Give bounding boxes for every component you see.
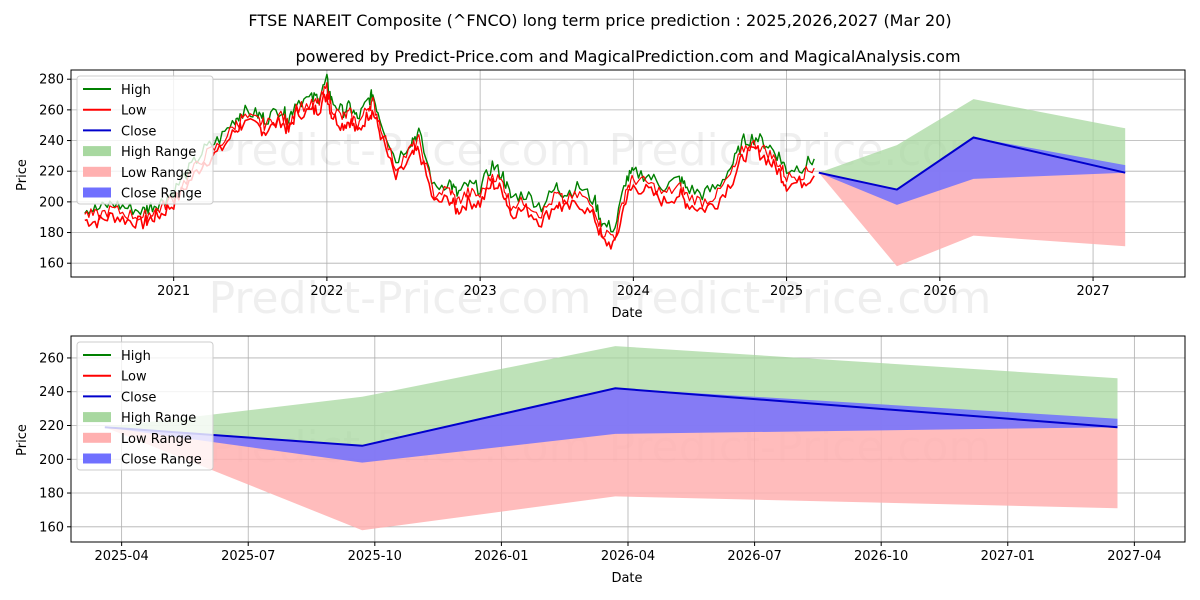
bottom-legend: High Low Close High Range Low Range Close Ran… (76, 341, 214, 471)
bottom-legend-low-range-label: Low Range (121, 432, 192, 447)
bottom-ytick-label: 220 (39, 419, 64, 434)
bottom-xtick-label: 2025-07 (221, 549, 275, 564)
top-low-series (84, 93, 815, 250)
top-xtick-label: 2027 (1077, 284, 1110, 299)
bottom-close-forecast-line (104, 387, 1118, 447)
top-xtick-label: 2025 (770, 284, 803, 299)
top-xtick-label: 2021 (157, 284, 190, 299)
chart-title: FTSE NAREIT Composite (^FNCO) long term … (248, 11, 951, 30)
top-legend: High Low Close High Range Low Range Close Ran… (76, 75, 214, 205)
top-ylabel: Price (15, 159, 30, 191)
top-legend-high-range-swatch (83, 146, 111, 157)
top-ytick-label: 180 (39, 226, 64, 241)
top-legend-low-label: Low (121, 104, 147, 119)
bottom-xtick-label: 2025-10 (348, 549, 402, 564)
bottom-panel: Predict-Price.com Predict-Price.com 2025… (15, 335, 1186, 586)
bottom-legend-high-label: High (121, 349, 151, 364)
watermark-mid-1: Predict-Price.com (209, 273, 592, 324)
top-ytick-label: 160 (39, 257, 64, 272)
top-legend-high-label: High (121, 83, 151, 98)
top-axes-frame (70, 69, 1186, 278)
bottom-legend-close-label: Close (121, 390, 156, 405)
bottom-legend-high-range-swatch (83, 412, 111, 423)
top-legend-high-range-label: High Range (121, 145, 196, 160)
top-ytick-label: 260 (39, 103, 64, 118)
bottom-ytick-label: 200 (39, 453, 64, 468)
top-high-series (84, 73, 815, 233)
top-high-range-band (818, 99, 1126, 190)
bottom-xtick-label: 2025-04 (94, 549, 148, 564)
bottom-ytick-label: 160 (39, 520, 64, 535)
top-legend-close-label: Close (121, 124, 156, 139)
bottom-xtick-label: 2027-04 (1107, 549, 1161, 564)
bottom-xtick-label: 2026-10 (854, 549, 908, 564)
top-close-forecast-line (818, 136, 1126, 191)
bottom-xtick-label: 2027-01 (981, 549, 1035, 564)
top-ticks: 2021 2022 2023 2024 2025 2026 2027 160 180 200 220… (39, 73, 1109, 299)
top-ytick-label: 240 (39, 134, 64, 149)
bottom-legend-high-range-label: High Range (121, 411, 196, 426)
bottom-high-range-band (104, 346, 1118, 446)
bottom-legend-close-range-swatch (83, 453, 111, 464)
top-plot-area (84, 73, 1126, 267)
bottom-xtick-label: 2026-07 (727, 549, 781, 564)
top-ytick-label: 200 (39, 195, 64, 210)
bottom-ylabel: Price (15, 424, 30, 456)
bottom-xtick-label: 2026-04 (601, 549, 655, 564)
bottom-plot-area (104, 346, 1118, 531)
bottom-legend-close-range-label: Close Range (121, 453, 202, 468)
top-panel: Predict-Price.com Predict-Price.com Pred… (15, 69, 1186, 324)
bottom-legend-low-range-swatch (83, 432, 111, 443)
bottom-ytick-label: 180 (39, 487, 64, 502)
top-xlabel: Date (611, 306, 642, 321)
top-legend-low-range-label: Low Range (121, 166, 192, 181)
bottom-ticks: 2025-04 2025-07 2025-10 2026-01 2026-04 2026-… (39, 351, 1161, 564)
bottom-legend-low-label: Low (121, 370, 147, 385)
top-legend-low-range-swatch (83, 166, 111, 177)
top-legend-close-range-label: Close Range (121, 187, 202, 202)
chart-subtitle: powered by Predict-Price.com and Magical… (295, 47, 960, 66)
bottom-xtick-label: 2026-01 (474, 549, 528, 564)
top-xtick-label: 2022 (310, 284, 343, 299)
bottom-ytick-label: 240 (39, 385, 64, 400)
top-xtick-label: 2023 (464, 284, 497, 299)
top-close-history-series (84, 81, 815, 241)
top-legend-close-range-swatch (83, 187, 111, 198)
watermark-mid-2: Predict-Price.com (609, 273, 992, 324)
top-xtick-label: 2026 (923, 284, 956, 299)
bottom-xlabel: Date (611, 571, 642, 586)
top-ytick-label: 220 (39, 165, 64, 180)
bottom-ytick-label: 260 (39, 351, 64, 366)
top-xtick-label: 2024 (617, 284, 650, 299)
top-ytick-label: 280 (39, 73, 64, 88)
